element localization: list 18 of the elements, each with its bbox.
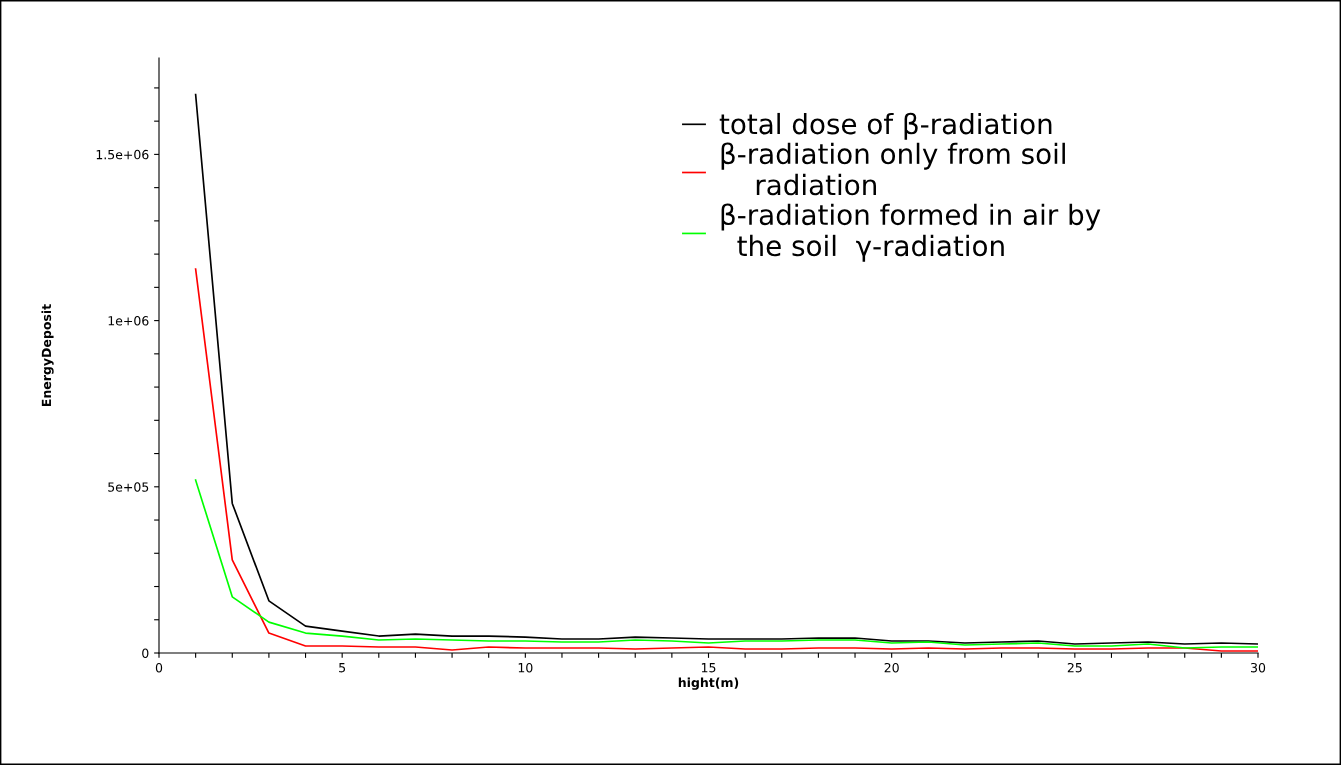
legend-label: total dose of β-radiation [719, 112, 1052, 140]
line-series [194, 268, 1258, 652]
x-axis-title: hight(m) [678, 677, 739, 690]
y-axis-title: EnergyDeposit [41, 304, 54, 406]
line-series [194, 479, 1258, 649]
line-series [194, 93, 1258, 645]
y-tick-label: 0 [142, 648, 149, 658]
x-tick-label: 30 [1251, 662, 1266, 673]
x-tick-label: 5 [339, 663, 346, 673]
x-tick-label: 0 [155, 662, 163, 673]
y-tick-label: 5e+05 [108, 482, 149, 492]
x-tick-label: 25 [1067, 662, 1082, 673]
legend-label: β-radiation formed in air by the soil γ-radiation [721, 203, 1101, 262]
y-tick-label: 1e+06 [108, 316, 149, 326]
y-tick-label: 1.5e+06 [96, 149, 149, 160]
x-tick-label: 15 [701, 663, 716, 673]
x-tick-label: 20 [884, 662, 899, 673]
x-tick-label: 10 [518, 662, 533, 673]
